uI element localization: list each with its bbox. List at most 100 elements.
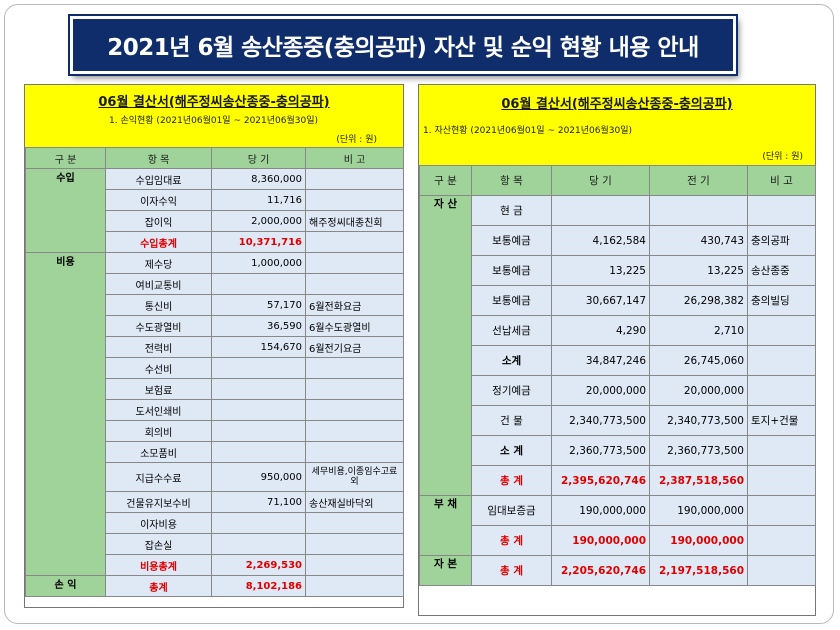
table-row: 회의비 — [26, 420, 404, 442]
note-cell: 송산종중 — [747, 255, 816, 286]
note-cell — [305, 168, 404, 190]
column-header: 항 목 — [471, 165, 552, 196]
amount-cell: 13,225 — [551, 255, 650, 286]
item-cell: 제수당 — [105, 252, 212, 274]
asset-panel-header: 06월 결산서(해주정씨송산종중-충의공파) 1. 자산현황 (2021년06월… — [419, 85, 815, 165]
amount-cell: 8,102,186 — [211, 575, 306, 597]
item-cell: 현 금 — [471, 195, 552, 226]
amount-cell: 13,225 — [649, 255, 748, 286]
table-row: 총 계 190,000,000 190,000,000 — [420, 525, 816, 556]
table-row: 이자비용 — [26, 512, 404, 534]
item-cell: 지급수수료 — [105, 462, 212, 492]
table-row: 전력비 154,670 6월전기요금 — [26, 336, 404, 358]
note-cell — [747, 315, 816, 346]
amount-cell — [211, 512, 306, 534]
note-cell — [305, 512, 404, 534]
item-cell: 수입임대료 — [105, 168, 212, 190]
table-row: 도서인쇄비 — [26, 399, 404, 421]
item-cell: 전력비 — [105, 336, 212, 358]
category-cell: 비용 — [25, 252, 106, 576]
amount-cell: 26,745,060 — [649, 345, 748, 376]
item-cell: 도서인쇄비 — [105, 399, 212, 421]
table-row: 건물유지보수비 71,100 송산재실바닥외 — [26, 491, 404, 513]
item-cell: 선납세금 — [471, 315, 552, 346]
column-header: 구 분 — [419, 165, 472, 196]
item-cell: 총 계 — [471, 525, 552, 556]
note-cell: 충의공파 — [747, 225, 816, 256]
asset-heading: 06월 결산서(해주정씨송산종중-충의공파) — [501, 97, 733, 112]
note-cell — [747, 495, 816, 526]
column-header: 전 기 — [649, 165, 748, 196]
category-cell: 손 익 — [25, 575, 106, 597]
item-cell: 임대보증금 — [471, 495, 552, 526]
amount-cell — [211, 441, 306, 463]
table-row: 지급수수료 950,000 세무비용,이종임수고료외 — [26, 462, 404, 492]
amount-cell: 4,290 — [551, 315, 650, 346]
amount-cell: 20,000,000 — [551, 375, 650, 406]
note-cell: 세무비용,이종임수고료외 — [305, 462, 404, 492]
note-cell: 송산재실바닥외 — [305, 491, 404, 513]
table-row: 수입총계 10,371,716 — [26, 231, 404, 253]
amount-cell: 190,000,000 — [649, 525, 748, 556]
column-header: 당 기 — [211, 147, 306, 169]
table-row: 수입 수입임대료 8,360,000 — [25, 168, 404, 253]
income-panel-header: 06월 결산서(해주정씨송산종중-충의공파) 1. 손익현황 (2021년06월… — [25, 85, 403, 147]
item-cell: 잡손실 — [105, 533, 212, 555]
item-cell: 잡이익 — [105, 210, 212, 232]
amount-cell: 2,360,773,500 — [551, 435, 650, 466]
note-cell — [305, 357, 404, 379]
amount-cell: 57,170 — [211, 294, 306, 316]
amount-cell: 2,205,620,746 — [551, 555, 650, 586]
note-cell — [305, 378, 404, 400]
amount-cell: 154,670 — [211, 336, 306, 358]
item-cell: 이자수익 — [105, 189, 212, 211]
table-row: 잡손실 — [26, 533, 404, 555]
item-cell: 건 물 — [471, 405, 552, 436]
note-cell — [305, 399, 404, 421]
item-cell: 회의비 — [105, 420, 212, 442]
note-cell — [747, 465, 816, 496]
amount-cell: 190,000,000 — [551, 495, 650, 526]
item-cell: 총 계 — [471, 555, 552, 586]
income-subheading: 1. 손익현황 (2021년06월01일 ~ 2021년06월30일) — [109, 116, 319, 126]
amount-cell — [211, 399, 306, 421]
item-cell: 보통예금 — [471, 255, 552, 286]
item-cell: 소 계 — [471, 435, 552, 466]
column-header: 비 고 — [747, 165, 816, 196]
note-cell — [747, 525, 816, 556]
amount-cell: 1,000,000 — [211, 252, 306, 274]
amount-cell: 190,000,000 — [551, 525, 650, 556]
amount-cell — [211, 357, 306, 379]
table-row: 소모품비 — [26, 441, 404, 463]
item-cell: 총 계 — [471, 465, 552, 496]
category-cell: 수입 — [25, 168, 106, 253]
amount-cell: 2,340,773,500 — [551, 405, 650, 436]
note-cell — [305, 231, 404, 253]
amount-cell: 20,000,000 — [649, 375, 748, 406]
table-row: 선납세금 4,290 2,710 — [420, 315, 816, 346]
table-row: 소 계 2,360,773,500 2,360,773,500 — [420, 435, 816, 466]
category-cell: 자 산 — [419, 195, 472, 496]
amount-cell: 2,710 — [649, 315, 748, 346]
item-cell: 보험료 — [105, 378, 212, 400]
amount-cell: 4,162,584 — [551, 225, 650, 256]
amount-cell: 2,340,773,500 — [649, 405, 748, 436]
item-cell: 수도광열비 — [105, 315, 212, 337]
table-row: 보통예금 4,162,584 430,743 충의공파 — [420, 225, 816, 256]
table-row: 여비교통비 — [26, 273, 404, 295]
amount-cell — [211, 378, 306, 400]
item-cell: 여비교통비 — [105, 273, 212, 295]
table-row: 보통예금 13,225 13,225 송산종중 — [420, 255, 816, 286]
note-cell — [305, 441, 404, 463]
note-cell — [305, 575, 404, 597]
note-cell — [747, 555, 816, 586]
item-cell: 보통예금 — [471, 285, 552, 316]
note-cell: 해주정씨대종친회 — [305, 210, 404, 232]
table-row: 정기예금 20,000,000 20,000,000 — [420, 375, 816, 406]
profit-row: 손 익 총계 8,102,186 — [25, 575, 404, 597]
amount-cell: 8,360,000 — [211, 168, 306, 190]
item-cell: 이자비용 — [105, 512, 212, 534]
note-cell — [747, 345, 816, 376]
